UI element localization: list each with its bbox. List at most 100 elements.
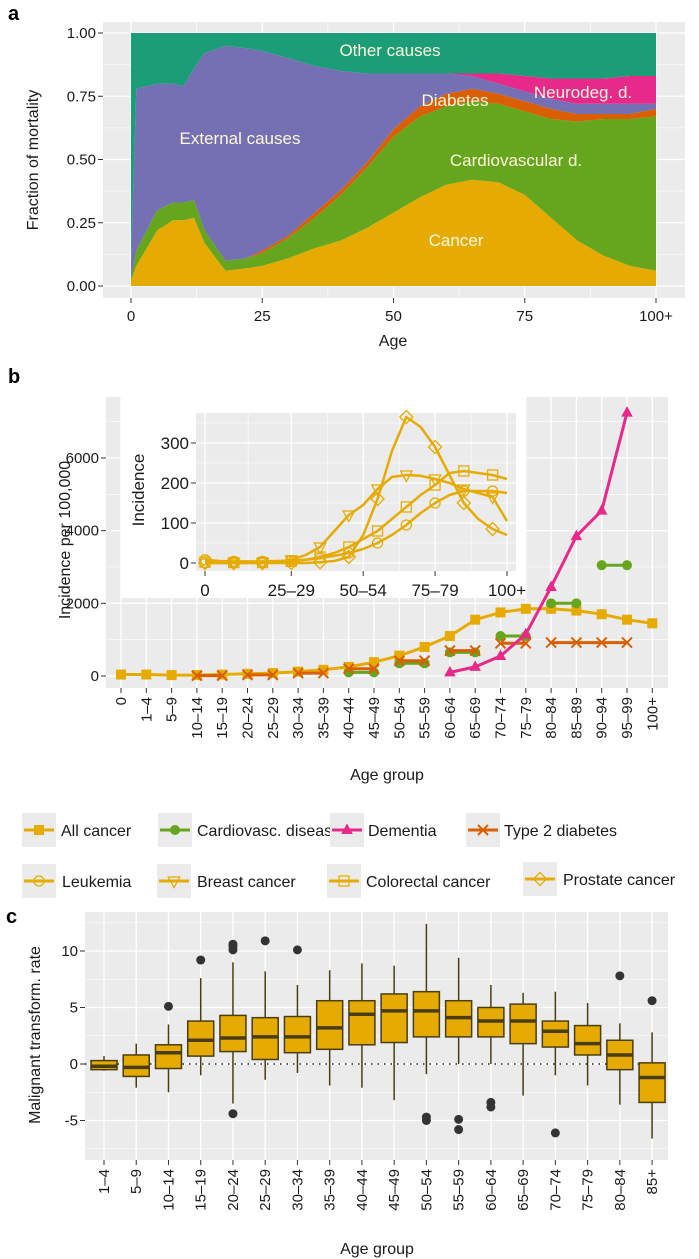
point-type-2-diabetes (444, 644, 456, 657)
inset-point-prostate-cancer (485, 521, 501, 537)
x-tick-label: 75–79 (518, 697, 535, 739)
point-dementia (570, 529, 583, 541)
legend-label: Type 2 diabetes (504, 823, 617, 840)
x-tick-label: 5–9 (164, 697, 181, 722)
point-all-cancer (166, 670, 177, 681)
y-tick-label: 5 (70, 1000, 78, 1017)
inset-point-colorectal-cancer (486, 469, 499, 481)
point-all-cancer (596, 609, 607, 620)
legend-key-open-square-icon (338, 875, 350, 887)
x-tick-label: 40–44 (354, 1169, 371, 1211)
legend-item: All cancer (22, 813, 132, 847)
box (638, 1062, 666, 1104)
box (412, 990, 441, 1038)
point-type-2-diabetes (418, 655, 431, 667)
area-label: Cardiovascular d. (450, 151, 582, 170)
inset-point-prostate-cancer (197, 555, 213, 571)
area-label: Other causes (339, 41, 440, 60)
point-all-cancer (647, 618, 658, 629)
point-all-cancer (343, 661, 354, 672)
box (315, 999, 344, 1051)
point-all-cancer (318, 664, 329, 675)
box (219, 1014, 247, 1053)
outlier-point (292, 945, 302, 955)
inset-x-tick-label: 0 (200, 581, 209, 600)
outlier-point (260, 936, 270, 946)
legend-key-open-diamond-icon (532, 871, 548, 887)
point-all-cancer (141, 669, 152, 680)
box (283, 1015, 312, 1054)
x-tick-label: 25 (254, 308, 271, 325)
x-tick-label: 1–4 (96, 1169, 113, 1194)
legend-item: Dementia (330, 813, 437, 847)
inset-point-prostate-cancer (370, 491, 385, 507)
legend-item: Type 2 diabetes (466, 813, 617, 847)
outlier-point (196, 955, 206, 965)
inset-x-tick-label: 100+ (488, 581, 526, 600)
boxplot-45–49 (380, 965, 408, 1101)
point-cardiovasc-disease (495, 631, 506, 642)
x-tick-label: 30–34 (290, 697, 307, 739)
point-cardiovasc-disease (571, 598, 582, 609)
point-cardiovasc-disease (470, 647, 481, 658)
boxplot-20–24 (219, 939, 247, 1119)
line-dementia (449, 412, 629, 674)
point-all-cancer (495, 607, 506, 618)
outlier-point (550, 1128, 560, 1138)
y-tick-label: 1.00 (67, 25, 96, 42)
inset-x-tick-label: 25–29 (268, 581, 315, 600)
point-type-2-diabetes (191, 669, 203, 682)
x-tick-label: 60–64 (483, 1169, 500, 1211)
box (541, 1020, 570, 1048)
inset-y-tick-label: 100 (161, 514, 189, 533)
x-tick-label: 90–94 (594, 697, 611, 739)
point-cardiovasc-disease (622, 560, 632, 571)
outlier-point (228, 939, 238, 949)
point-all-cancer (470, 614, 481, 625)
y-tick-label: 0.00 (67, 278, 96, 295)
outlier-point (647, 996, 657, 1006)
legend-label: Dementia (368, 823, 437, 840)
panel-label-b: b (8, 366, 20, 388)
point-type-2-diabetes (469, 644, 481, 657)
outlier-point (615, 971, 625, 981)
x-tick-label: 80–84 (612, 1169, 629, 1211)
boxplot-75–79 (573, 1002, 602, 1086)
x-tick-label: 50–54 (418, 1169, 435, 1211)
box (348, 999, 376, 1046)
boxplot-30–34 (283, 945, 312, 1074)
x-tick-label: 35–39 (315, 697, 332, 739)
point-all-cancer (116, 669, 126, 680)
point-type-2-diabetes (267, 669, 279, 681)
legend-label: Prostate cancer (563, 872, 676, 889)
x-tick-label: 75–79 (580, 1169, 597, 1211)
point-dementia (444, 665, 456, 677)
area-other-causes (131, 33, 656, 261)
x-tick-label: 15–19 (214, 697, 231, 739)
x-tick-label: 45–49 (366, 697, 383, 739)
inset-point-breast-cancer (485, 492, 500, 505)
point-type-2-diabetes (393, 655, 406, 667)
point-cardiovasc-disease (596, 560, 607, 571)
panel-label-a: a (8, 3, 20, 25)
x-tick-label: 95–99 (619, 697, 636, 739)
point-type-2-diabetes (216, 669, 228, 682)
legend-key-square-icon (34, 825, 44, 835)
area-cardiovascular-d- (131, 101, 656, 281)
inset-point-leukemia (400, 519, 412, 531)
y-axis-title: Malignant transform. rate (27, 946, 44, 1124)
inset-x-tick-label: 75–79 (411, 581, 458, 600)
boxplot-85+ (638, 996, 666, 1139)
point-type-2-diabetes (368, 663, 380, 675)
inset-point-colorectal-cancer (371, 525, 384, 537)
boxplot-55–59 (444, 957, 473, 1135)
point-type-2-diabetes (342, 663, 355, 675)
point-all-cancer (520, 603, 531, 614)
box (154, 1044, 183, 1070)
inset-point-prostate-cancer (427, 439, 443, 455)
point-dementia (520, 627, 532, 639)
x-tick-label: 65–69 (515, 1169, 532, 1211)
point-cardiovasc-disease (444, 647, 455, 658)
boxplot-25–29 (251, 936, 279, 1080)
legend-key-open-triangle-down-icon (167, 876, 181, 889)
